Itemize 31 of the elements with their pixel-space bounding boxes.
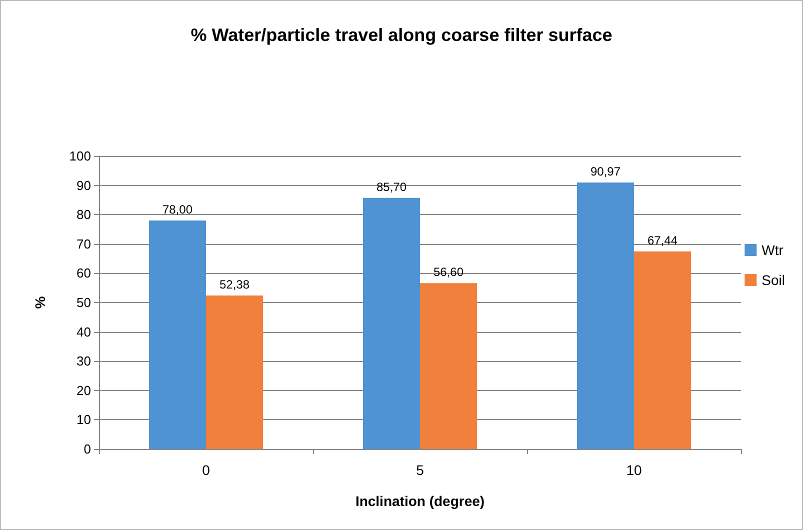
- y-tick-label: 80: [76, 207, 91, 222]
- bar: [149, 220, 206, 449]
- bar: [634, 251, 691, 449]
- data-label: 52,38: [219, 278, 250, 292]
- y-tick-label: 50: [76, 295, 91, 310]
- y-tick-label: 30: [76, 354, 91, 369]
- bar: [420, 283, 477, 449]
- y-tick-label: 70: [76, 236, 91, 252]
- bar: [206, 296, 263, 449]
- y-tick-label: 100: [69, 148, 91, 164]
- y-tick-label: 60: [76, 266, 91, 281]
- y-tick-label: 10: [76, 412, 91, 428]
- data-label: 78,00: [162, 202, 193, 216]
- y-tick-label: 40: [76, 324, 91, 340]
- y-tick-label: 90: [76, 178, 91, 193]
- x-axis-title: Inclination (degree): [355, 493, 485, 509]
- y-axis-title: %: [32, 296, 48, 309]
- y-tick-label: 20: [76, 382, 91, 398]
- data-label: 56,60: [433, 265, 464, 280]
- legend-label: Soil: [762, 272, 786, 288]
- legend-label: Wtr: [762, 242, 784, 258]
- x-tick-label: 5: [416, 462, 424, 478]
- bar: [363, 198, 420, 449]
- data-label: 67,44: [647, 233, 678, 248]
- data-label: 85,70: [376, 180, 407, 194]
- x-tick-label: 0: [202, 462, 210, 478]
- bar: [577, 182, 634, 449]
- x-tick-label: 10: [626, 462, 642, 478]
- chart-title: % Water/particle travel along coarse filter surface: [190, 25, 612, 45]
- y-tick-label: 0: [84, 442, 91, 456]
- data-label: 90,97: [590, 164, 621, 178]
